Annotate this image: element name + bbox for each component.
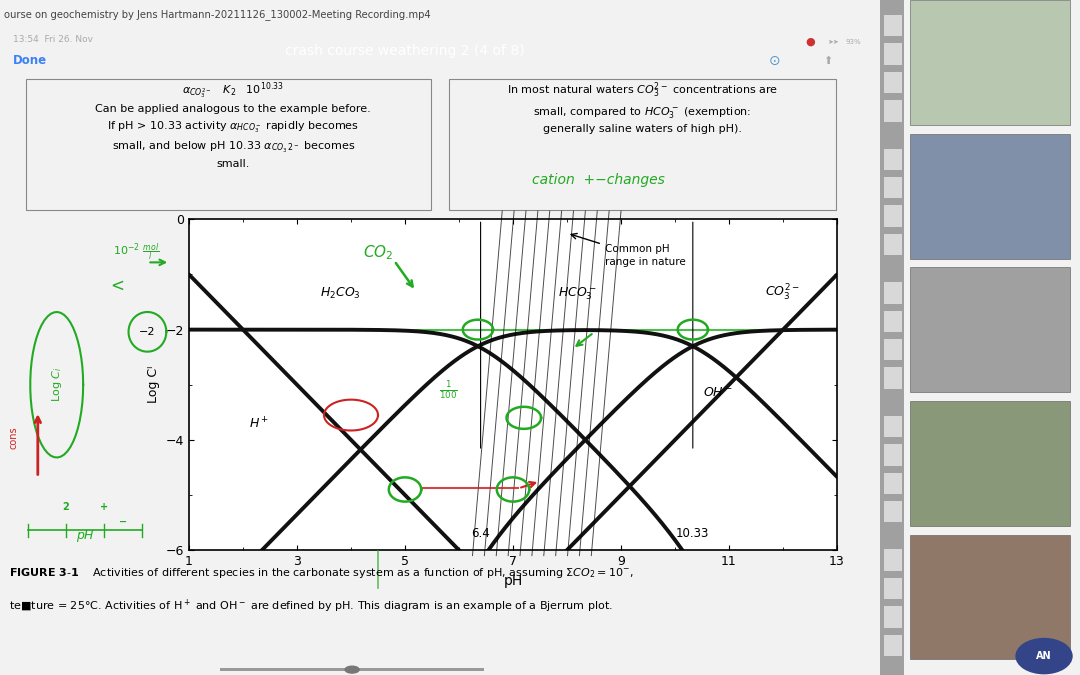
Text: ourse on geochemistry by Jens Hartmann-20211126_130002-Meeting Recording.mp4: ourse on geochemistry by Jens Hartmann-2… <box>4 9 431 20</box>
Text: $\alpha_{CO_3^{2-}}$   $K_2$   $10^{10.33}$: $\alpha_{CO_3^{2-}}$ $K_2$ $10^{10.33}$ <box>183 80 284 101</box>
Bar <box>885 416 902 437</box>
Ellipse shape <box>345 666 360 673</box>
Bar <box>910 134 1070 259</box>
Text: crash course weathering 2 (4 of 8): crash course weathering 2 (4 of 8) <box>285 45 525 58</box>
Bar <box>885 444 902 466</box>
Text: In most natural waters $CO_3^{2-}$ concentrations are
small, compared to $HCO_3^: In most natural waters $CO_3^{2-}$ conce… <box>507 80 779 134</box>
Bar <box>885 367 902 389</box>
Bar <box>220 668 484 671</box>
Y-axis label: Log Cᴵ: Log Cᴵ <box>147 366 160 404</box>
Bar <box>885 43 902 65</box>
Text: −2: −2 <box>139 327 156 337</box>
Bar <box>910 535 1070 659</box>
Text: 6.4: 6.4 <box>471 527 490 540</box>
Text: $\bf{FIGURE\ 3\text{-}1}$    Activities of different species in the carbonate sy: $\bf{FIGURE\ 3\text{-}1}$ Activities of … <box>9 566 634 580</box>
Bar <box>885 472 902 494</box>
Text: ●: ● <box>805 37 814 47</box>
Text: $OH^-$: $OH^-$ <box>703 386 733 399</box>
Text: ⬆: ⬆ <box>823 56 832 65</box>
Bar <box>885 578 902 599</box>
Text: $pH$: $pH$ <box>76 527 95 543</box>
Text: $CO_3^{2-}$: $CO_3^{2-}$ <box>766 283 800 303</box>
Bar <box>885 339 902 360</box>
Text: $10^{-2}\ \frac{mol}{l}$: $10^{-2}\ \frac{mol}{l}$ <box>113 242 159 263</box>
Bar <box>885 148 902 170</box>
Text: ⊙: ⊙ <box>769 54 781 68</box>
X-axis label: pH: pH <box>503 574 523 587</box>
Text: cation  +−changes: cation +−changes <box>532 173 665 187</box>
Text: Done: Done <box>13 54 48 68</box>
Text: <: < <box>110 277 124 294</box>
Bar <box>885 606 902 628</box>
Bar <box>885 234 902 255</box>
Text: $\frac{1}{100}$: $\frac{1}{100}$ <box>438 379 458 401</box>
Bar <box>885 549 902 571</box>
Text: te$\blacksquare$ture = 25°C. Activities of H$^+$ and OH$^-$ are defined by pH. T: te$\blacksquare$ture = 25°C. Activities … <box>9 597 612 615</box>
Bar <box>885 72 902 93</box>
Text: $\mathbf{-}$: $\mathbf{-}$ <box>119 516 127 526</box>
Bar <box>910 0 1070 125</box>
Bar <box>885 177 902 198</box>
Text: Common pH
range in nature: Common pH range in nature <box>605 244 686 267</box>
Text: Log $C_i$: Log $C_i$ <box>50 367 64 402</box>
Bar <box>885 100 902 122</box>
Bar <box>885 634 902 656</box>
Bar <box>885 501 902 522</box>
Ellipse shape <box>1016 639 1072 674</box>
Text: 10.33: 10.33 <box>676 527 710 540</box>
Text: 13:54  Fri 26. Nov: 13:54 Fri 26. Nov <box>13 34 93 44</box>
Text: $HCO_3^-$: $HCO_3^-$ <box>558 286 597 302</box>
Text: $\mathbf{+}$: $\mathbf{+}$ <box>99 502 108 512</box>
Bar <box>910 401 1070 526</box>
Text: Can be applied analogous to the example before.
If pH > 10.33 activity $\alpha_{: Can be applied analogous to the example … <box>95 104 372 169</box>
Text: $H^+$: $H^+$ <box>249 416 269 432</box>
Text: $CO_2$: $CO_2$ <box>363 243 393 262</box>
Bar <box>885 15 902 36</box>
Text: AN: AN <box>1036 651 1052 661</box>
Bar <box>885 282 902 304</box>
Bar <box>885 205 902 227</box>
Text: $H_2 CO_3$: $H_2 CO_3$ <box>320 286 361 300</box>
Bar <box>880 0 904 675</box>
Bar <box>885 310 902 332</box>
Bar <box>910 267 1070 392</box>
Text: cons: cons <box>9 427 18 449</box>
Text: ➤➤: ➤➤ <box>827 38 839 45</box>
Text: $\mathbf{2}$: $\mathbf{2}$ <box>63 500 70 512</box>
Text: 93%: 93% <box>846 38 862 45</box>
